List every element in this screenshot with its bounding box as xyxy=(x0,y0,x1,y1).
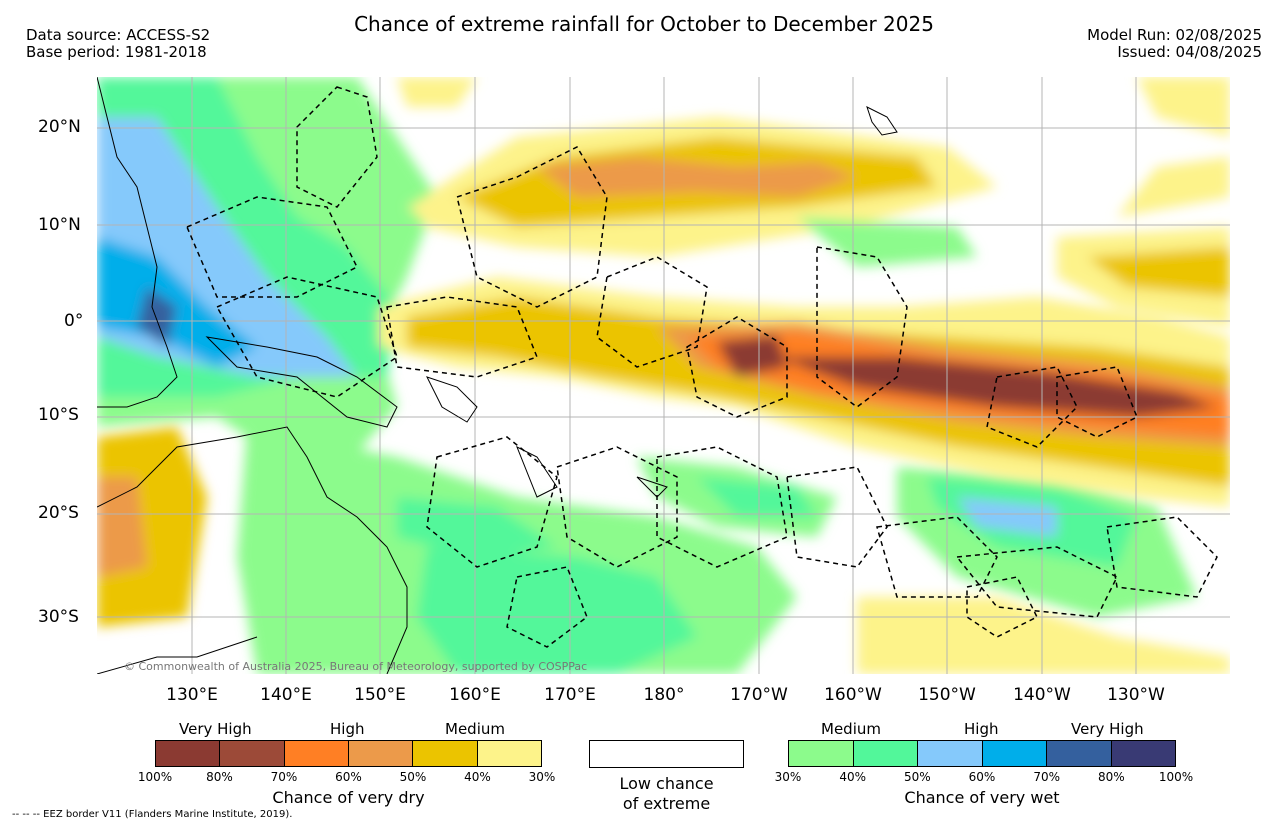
dry-swatch xyxy=(477,741,541,766)
wet-level-very-high: Very High xyxy=(1071,720,1144,738)
dry-tick-label: 80% xyxy=(206,770,233,784)
dry-caption: Chance of very dry xyxy=(272,788,425,807)
dry-tick-label: 30% xyxy=(528,770,556,784)
dry-tick-label: 70% xyxy=(270,770,298,784)
wet-level-medium: Medium xyxy=(821,720,881,738)
data-source: Data source: ACCESS-S2 xyxy=(26,26,211,44)
dry-swatch xyxy=(348,741,414,766)
dry-tick-label: 50% xyxy=(399,770,427,784)
wet-tick-label: 80% xyxy=(1097,770,1125,784)
dry-swatch xyxy=(413,741,478,766)
lon-label: 150°W xyxy=(918,685,976,705)
low-chance-line2: of extreme xyxy=(622,794,711,813)
dry-shading xyxy=(97,77,1230,674)
dry-colorbar xyxy=(155,740,542,767)
dry-swatch xyxy=(220,741,285,766)
lat-label: 20°N xyxy=(38,117,81,137)
lat-label: 30°S xyxy=(38,607,79,627)
wet-shading xyxy=(97,77,1197,674)
lat-label: 10°N xyxy=(38,215,81,235)
lon-label: 130°E xyxy=(166,685,218,705)
wet-tick-label: 70% xyxy=(1033,770,1060,784)
lon-label: 140°E xyxy=(260,685,312,705)
lon-label: 130°W xyxy=(1107,685,1165,705)
coastlines xyxy=(97,77,898,674)
wet-tick-label: 50% xyxy=(903,770,931,784)
dry-tick-label: 40% xyxy=(464,770,491,784)
wet-swatch xyxy=(1047,741,1112,766)
low-chance-caption: Low chance of extreme xyxy=(574,774,759,814)
base-period: Base period: 1981-2018 xyxy=(26,43,207,61)
wet-tick-label: 40% xyxy=(839,770,866,784)
wet-swatch xyxy=(982,741,1047,766)
wet-colorbar xyxy=(788,740,1176,767)
meta-right: Model Run: 02/08/2025 Issued: 04/08/2025 xyxy=(1087,27,1262,61)
dry-tick-label: 100% xyxy=(137,770,173,784)
map-title: Chance of extreme rainfall for October t… xyxy=(354,12,934,36)
graticule xyxy=(97,77,1230,674)
meta-left: Data source: ACCESS-S2 Base period: 1981… xyxy=(26,27,210,61)
lat-label: 0° xyxy=(64,311,84,331)
wet-caption: Chance of very wet xyxy=(904,788,1060,807)
model-run: Model Run: 02/08/2025 xyxy=(1087,26,1262,44)
lon-label: 140°W xyxy=(1013,685,1071,705)
dry-swatch xyxy=(284,741,349,766)
wet-level-high: High xyxy=(964,720,999,738)
wet-swatch xyxy=(918,741,983,766)
wet-tick-label: 100% xyxy=(1158,770,1194,784)
dry-level-high: High xyxy=(330,720,365,738)
lon-label: 170°W xyxy=(730,685,788,705)
wet-tick-label: 30% xyxy=(774,770,802,784)
wet-swatch xyxy=(789,741,854,766)
low-chance-line1: Low chance xyxy=(619,774,714,793)
eez-note: -- -- -- EEZ border V11 (Flanders Marine… xyxy=(12,809,293,820)
lon-label: 160°E xyxy=(449,685,501,705)
wet-swatch xyxy=(853,741,918,766)
lon-label: 180° xyxy=(643,685,685,705)
dry-swatch xyxy=(156,741,221,766)
wet-tick-label: 60% xyxy=(968,770,996,784)
dry-level-very-high: Very High xyxy=(179,720,252,738)
lat-label: 10°S xyxy=(38,405,79,425)
issued-date: Issued: 04/08/2025 xyxy=(1117,43,1262,61)
eez-borders xyxy=(186,86,1218,648)
lon-label: 160°W xyxy=(824,685,882,705)
lat-label: 20°S xyxy=(38,503,79,523)
lon-label: 150°E xyxy=(354,685,406,705)
dry-tick-label: 60% xyxy=(335,770,362,784)
dry-level-medium: Medium xyxy=(445,720,505,738)
wet-swatch xyxy=(1111,741,1175,766)
rainfall-map: © Commonwealth of Australia 2025, Bureau… xyxy=(97,77,1230,674)
map-canvas: © Commonwealth of Australia 2025, Bureau… xyxy=(97,77,1230,674)
map-copyright: © Commonwealth of Australia 2025, Bureau… xyxy=(124,660,587,673)
low-chance-swatch xyxy=(589,740,744,768)
lon-label: 170°E xyxy=(544,685,596,705)
